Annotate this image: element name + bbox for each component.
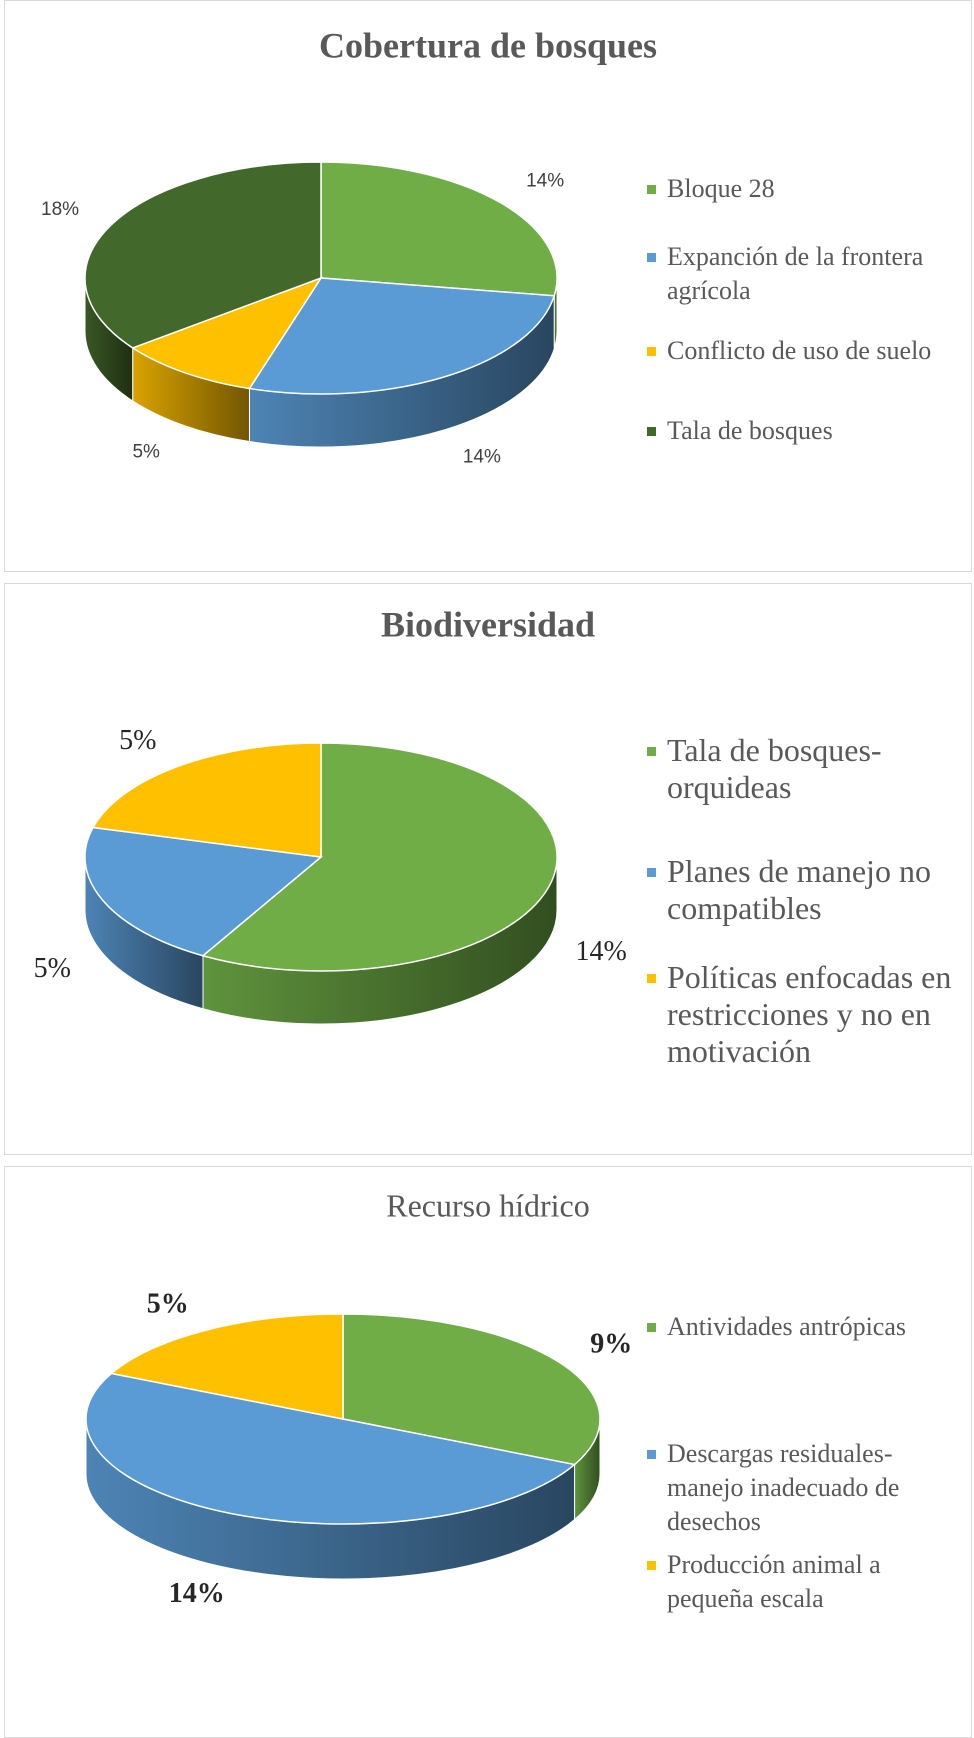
legend-swatch [647, 747, 656, 756]
pie-slice [248, 277, 556, 395]
pie-slice [131, 276, 323, 390]
legend-item: Políticas enfocadas en restricciones y n… [645, 959, 965, 1070]
legend-swatch [647, 868, 656, 877]
legend-label: Antividades antrópicas [667, 1312, 906, 1341]
legend-label: Producción animal a pequeña escala [667, 1550, 881, 1613]
pie-slice [91, 742, 322, 858]
legend-item: Tala de bosques [645, 414, 833, 448]
legend-label: Conflicto de uso de suelo [667, 336, 932, 365]
chart-title: Recurso hídrico [386, 1187, 590, 1223]
legend-label: Descargas residuales-manejo inadecuado d… [667, 1439, 900, 1536]
pie-slice [109, 1313, 344, 1420]
pie-slice [201, 742, 558, 972]
legend-label: Expanción de la frontera agrícola [667, 242, 924, 305]
legend-item: Planes de manejo no compatibles [645, 853, 965, 927]
pie-slice [85, 1372, 577, 1525]
data-label: 9% [590, 1328, 632, 1359]
data-label: 5% [34, 953, 71, 984]
data-label: 14% [169, 1578, 225, 1609]
legend-swatch [647, 347, 656, 356]
data-label: 5% [132, 442, 160, 463]
chart-panel: Recurso hídrico 9% 14% 5% Antividades antróp… [4, 1166, 972, 1738]
chart-title: Cobertura de bosques [319, 25, 657, 65]
data-label: 5% [147, 1289, 189, 1320]
pie-slice [320, 161, 558, 297]
data-label: 18% [41, 199, 79, 220]
chart-panel: Biodiversidad 14% 5% 5% Tala de bosques-orqu… [4, 583, 972, 1155]
legend-swatch [647, 1450, 656, 1459]
data-label: 14% [575, 936, 626, 967]
legend-item: Bloque 28 [645, 172, 775, 206]
legend-item: Antividades antrópicas [645, 1310, 906, 1344]
legend-swatch [647, 427, 656, 436]
legend-swatch [647, 974, 656, 983]
pie-slice [84, 161, 322, 349]
legend-label: Políticas enfocadas en restricciones y n… [667, 959, 952, 1069]
legend-swatch [647, 1323, 656, 1332]
data-label: 5% [119, 725, 156, 756]
legend-label: Tala de bosques-orquideas [667, 732, 882, 805]
legend-swatch [647, 185, 656, 194]
legend-item: Conflicto de uso de suelo [645, 334, 931, 368]
legend-item: Producción animal a pequeña escala [645, 1548, 965, 1616]
data-label: 14% [526, 170, 564, 191]
legend-swatch [647, 253, 656, 262]
legend-label: Tala de bosques [667, 416, 833, 445]
data-label: 14% [463, 446, 501, 467]
chart: Recurso hídrico 9% 14% 5% [85, 1187, 632, 1609]
pie-slice [342, 1313, 601, 1466]
legend-label: Bloque 28 [667, 174, 775, 203]
chart: Cobertura de bosques 14% 14% 5% 18% [41, 25, 657, 467]
chart-panel: Cobertura de bosques 14% 14% 5% 18% Bloque 28… [4, 0, 972, 572]
legend-label: Planes de manejo no compatibles [667, 853, 931, 926]
legend-swatch [647, 1561, 656, 1570]
legend-item: Expanción de la frontera agrícola [645, 240, 965, 308]
legend-item: Tala de bosques-orquideas [645, 732, 965, 806]
chart-title: Biodiversidad [381, 604, 595, 644]
pie-slice [84, 826, 323, 957]
legend-item: Descargas residuales-manejo inadecuado d… [645, 1437, 965, 1539]
chart: Biodiversidad 14% 5% 5% [34, 604, 627, 1025]
